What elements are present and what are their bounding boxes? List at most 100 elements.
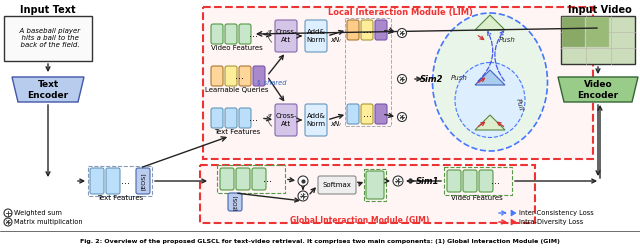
Ellipse shape	[433, 13, 547, 151]
FancyBboxPatch shape	[236, 168, 250, 190]
Text: Video Features: Video Features	[451, 195, 503, 201]
FancyBboxPatch shape	[211, 24, 223, 44]
Text: Learnable Queries: Learnable Queries	[205, 87, 269, 93]
Text: ...: ...	[362, 109, 371, 119]
Bar	[217, 165, 285, 193]
Text: Input Text: Input Text	[20, 5, 76, 15]
FancyBboxPatch shape	[253, 66, 265, 86]
FancyBboxPatch shape	[225, 24, 237, 44]
Text: Intra-Diversity Loss: Intra-Diversity Loss	[519, 219, 583, 225]
Text: ...: ...	[122, 176, 131, 186]
FancyBboxPatch shape	[252, 168, 266, 190]
FancyBboxPatch shape	[225, 66, 237, 86]
Bar	[345, 18, 391, 126]
FancyBboxPatch shape	[361, 104, 373, 124]
Text: Push: Push	[451, 75, 467, 81]
Text: [EOS]: [EOS]	[141, 172, 145, 190]
Circle shape	[397, 112, 406, 121]
FancyBboxPatch shape	[225, 108, 237, 128]
FancyBboxPatch shape	[361, 20, 373, 40]
FancyBboxPatch shape	[275, 20, 297, 52]
Text: Video
Encoder: Video Encoder	[577, 80, 619, 100]
Circle shape	[4, 218, 12, 226]
FancyBboxPatch shape	[479, 170, 493, 192]
Polygon shape	[511, 210, 516, 216]
FancyBboxPatch shape	[275, 104, 297, 136]
FancyBboxPatch shape	[447, 170, 461, 192]
FancyBboxPatch shape	[347, 20, 359, 40]
Text: Inter-Consistency Loss: Inter-Consistency Loss	[519, 210, 594, 216]
FancyBboxPatch shape	[318, 176, 356, 194]
Text: ...: ...	[362, 25, 371, 35]
Polygon shape	[558, 77, 638, 102]
Text: A baseball player
  hits a ball to the
  back of the field.: A baseball player hits a ball to the bac…	[15, 28, 81, 48]
Text: Local Interaction Module (LIM): Local Interaction Module (LIM)	[328, 9, 472, 17]
Bar	[586, 17, 609, 47]
FancyBboxPatch shape	[375, 104, 387, 124]
FancyBboxPatch shape	[228, 193, 242, 211]
Text: Add&
Norm: Add& Norm	[307, 113, 326, 127]
FancyBboxPatch shape	[211, 108, 223, 128]
Text: Text Features: Text Features	[214, 129, 260, 135]
Text: xNₗ: xNₗ	[330, 37, 340, 43]
Text: Global Interaction Module (GIM): Global Interaction Module (GIM)	[291, 215, 429, 225]
Text: Sim1: Sim1	[416, 176, 440, 185]
Text: Cross-
Att: Cross- Att	[275, 29, 297, 43]
FancyBboxPatch shape	[463, 170, 477, 192]
Polygon shape	[475, 115, 505, 130]
FancyBboxPatch shape	[375, 20, 387, 40]
FancyBboxPatch shape	[90, 168, 104, 194]
Text: Pull: Pull	[515, 98, 524, 112]
Circle shape	[393, 176, 403, 186]
Bar	[444, 167, 512, 195]
Text: [EOS]: [EOS]	[232, 194, 237, 210]
Text: Text Features: Text Features	[97, 195, 143, 201]
FancyBboxPatch shape	[211, 66, 223, 86]
Bar	[88, 166, 152, 196]
Text: Add&
Norm: Add& Norm	[307, 29, 326, 43]
Circle shape	[4, 209, 12, 217]
Text: Text
Encoder: Text Encoder	[28, 80, 68, 100]
Circle shape	[298, 176, 308, 186]
Circle shape	[397, 75, 406, 83]
Bar	[561, 16, 635, 64]
Circle shape	[397, 28, 406, 38]
Polygon shape	[12, 77, 84, 102]
Text: Softmax: Softmax	[323, 182, 351, 188]
Bar	[562, 17, 585, 47]
Text: Weighted sum: Weighted sum	[14, 210, 62, 216]
Polygon shape	[511, 219, 516, 225]
FancyBboxPatch shape	[305, 20, 327, 52]
Text: ⇕ shared: ⇕ shared	[256, 80, 286, 86]
Ellipse shape	[455, 62, 525, 138]
FancyBboxPatch shape	[220, 168, 234, 190]
Polygon shape	[475, 15, 505, 30]
FancyBboxPatch shape	[347, 104, 359, 124]
FancyBboxPatch shape	[136, 168, 150, 194]
Text: Sim2: Sim2	[420, 75, 444, 83]
FancyBboxPatch shape	[239, 66, 251, 86]
Text: Input Video: Input Video	[568, 5, 632, 15]
Text: ...: ...	[234, 71, 243, 81]
Text: Push: Push	[499, 37, 515, 43]
FancyBboxPatch shape	[239, 24, 251, 44]
FancyBboxPatch shape	[366, 171, 384, 199]
FancyBboxPatch shape	[106, 168, 120, 194]
Circle shape	[298, 191, 308, 201]
Text: ...: ...	[490, 176, 499, 186]
FancyBboxPatch shape	[239, 108, 251, 128]
Text: ...: ...	[248, 29, 257, 39]
Text: Matrix multiplication: Matrix multiplication	[14, 219, 83, 225]
FancyBboxPatch shape	[305, 104, 327, 136]
Text: Cross-
Att: Cross- Att	[275, 113, 297, 127]
Text: Video Features: Video Features	[211, 45, 263, 51]
Bar	[200, 165, 535, 223]
Bar	[364, 169, 386, 201]
Polygon shape	[475, 70, 505, 85]
Bar	[4, 16, 92, 61]
Text: xNₗ: xNₗ	[330, 121, 340, 127]
Text: ...: ...	[248, 113, 257, 123]
Bar	[203, 7, 593, 159]
Text: ...: ...	[264, 174, 273, 184]
Text: Fig. 2: Overview of the proposed GLSCL for text-video retrieval. It comprises tw: Fig. 2: Overview of the proposed GLSCL f…	[80, 239, 560, 244]
